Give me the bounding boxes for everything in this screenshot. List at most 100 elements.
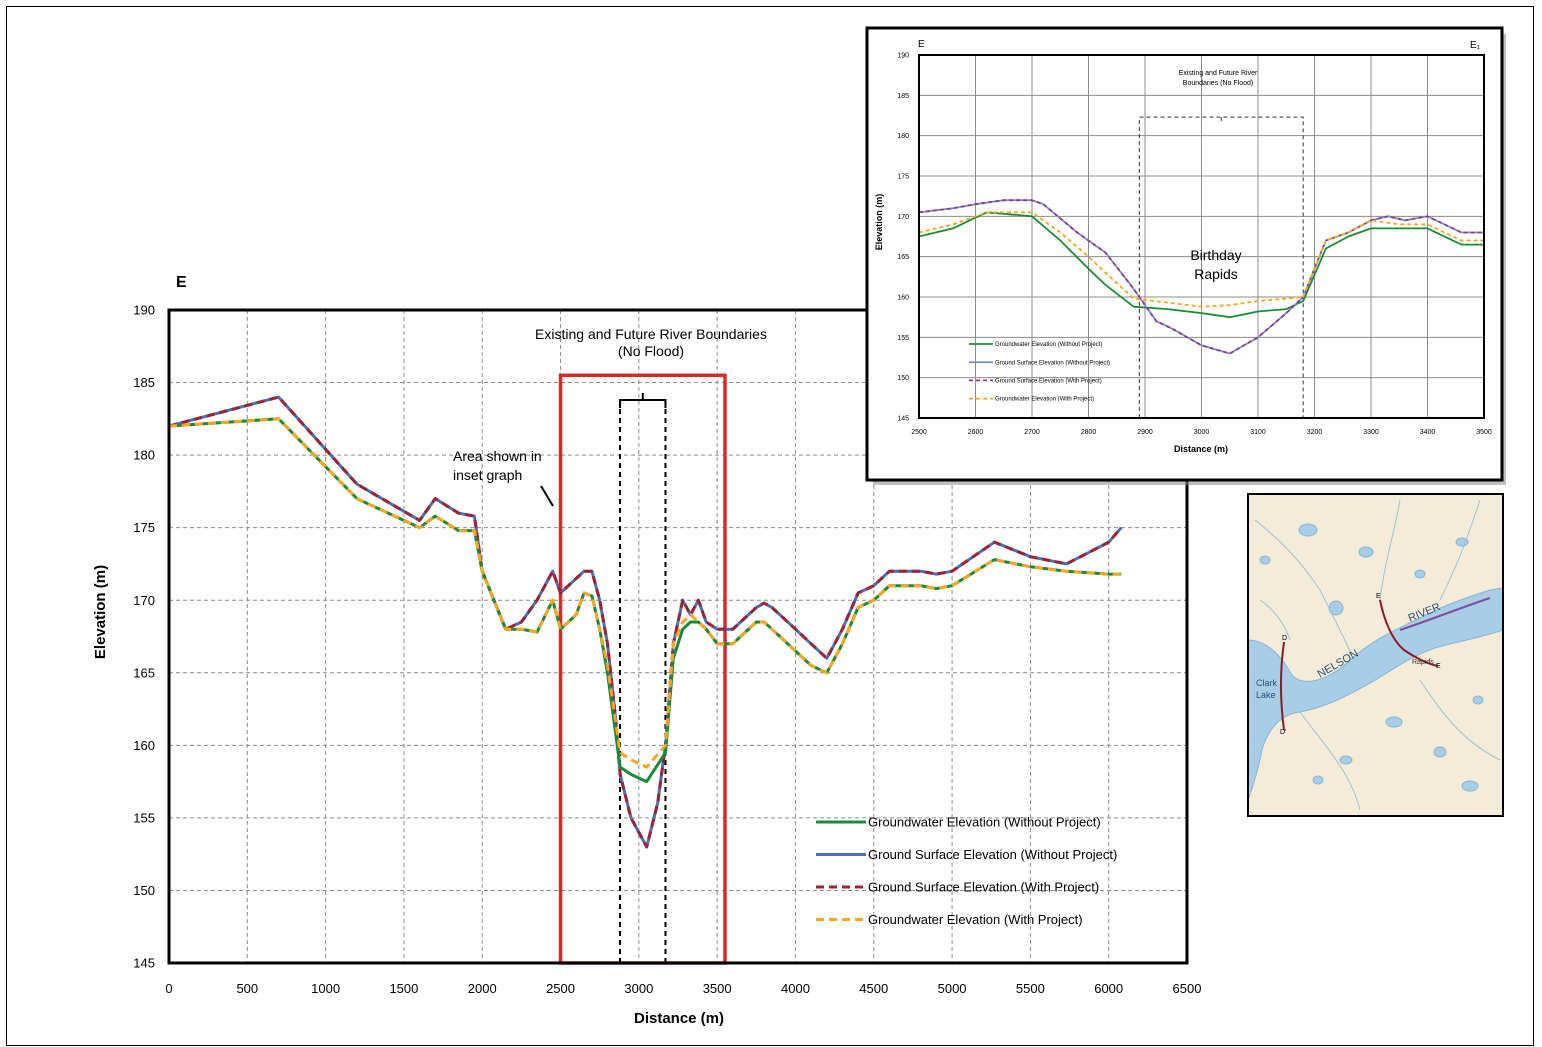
inset-boundaries-label-line2: Boundaries (No Flood) [1183, 80, 1253, 87]
river-section-highlight [1399, 597, 1491, 631]
inset-x-tick-label: 3000 [1194, 429, 1210, 436]
lake [1414, 569, 1426, 579]
map-streams [1254, 499, 1501, 811]
inset-legend-label: Ground Surface Elevation (Without Projec… [995, 360, 1110, 366]
map-label-e: E [1376, 593, 1381, 600]
main-x-tick-label: 2500 [546, 981, 575, 996]
main-x-tick-label: 0 [165, 981, 172, 996]
map-label-lake-line1: Clark [1256, 678, 1278, 688]
main-x-tick-label: 3000 [624, 981, 653, 996]
main-tick-labels: 0 500 1000 1500 2000 2500 3000 3500 4000 4500 5000… [133, 303, 1201, 996]
map-label-lake-line2: Lake [1256, 690, 1276, 700]
inset-plot-frame [918, 54, 1485, 419]
map-label-d1: D' [1280, 729, 1286, 736]
lake [1339, 755, 1353, 765]
inset-y-tick-label: 170 [897, 214, 909, 221]
stream [1254, 519, 1353, 656]
main-y-tick-label: 175 [133, 520, 155, 535]
inset-chart: E E₁ 2500 2600 2700 2800 2900 3000 3100 3200 330… [865, 26, 1506, 485]
inset-annotations: Existing and Future River Boundaries (No… [1138, 70, 1304, 418]
main-legend: Groundwater Elevation (Without Project) G… [816, 815, 1117, 927]
inset-x-tick-label: 2700 [1024, 429, 1040, 436]
stream [1379, 499, 1401, 601]
inset-tick-labels: 2500 2600 2700 2800 2900 3000 3100 3200 3300 3400… [897, 52, 1492, 436]
inset-area-pointer [540, 485, 554, 507]
main-x-tick-label: 5500 [1016, 981, 1045, 996]
main-x-tick-label: 1000 [311, 981, 340, 996]
nelson-river-water [1248, 587, 1503, 801]
river-boundary-bracket [619, 392, 667, 408]
inset-x-axis-label: Distance (m) [1174, 444, 1228, 454]
main-y-tick-label: 160 [133, 738, 155, 753]
lake [1461, 780, 1479, 792]
rapids-label-line1: Birthday [1190, 247, 1241, 263]
inset-grid [918, 54, 1485, 419]
inset-boundaries-label-line1: Existing and Future River [1179, 70, 1258, 77]
map-water-bodies [1248, 523, 1503, 801]
main-y-tick-label: 185 [133, 375, 155, 390]
main-y-tick-label: 145 [133, 956, 155, 971]
section-line-e [1379, 599, 1439, 667]
inset-y-tick-label: 185 [897, 93, 909, 100]
main-y-tick-label: 190 [133, 303, 155, 318]
map-frame [1247, 493, 1504, 817]
main-corner-label: E [176, 274, 187, 291]
inset-corner-label-left: E [918, 39, 925, 50]
inset-legend: Groundwater Elevation (Without Project) G… [969, 342, 1110, 403]
inset-series-groundwater-elevation-without-project [918, 211, 1484, 319]
inset-series-ground-surface-elevation-without-project [918, 199, 1484, 355]
main-legend-label: Groundwater Elevation (With Project) [868, 912, 1083, 927]
inset-legend-label: Groundwater Elevation (With Project) [995, 397, 1094, 403]
map-label-d: D [1282, 635, 1287, 642]
inset-x-tick-label: 3400 [1420, 429, 1436, 436]
lake [1312, 775, 1324, 785]
main-legend-label: Ground Surface Elevation (Without Projec… [868, 847, 1117, 862]
inset-y-tick-label: 175 [897, 173, 909, 180]
map-label-rapids: Rapids [1412, 659, 1434, 666]
boundaries-label-line1: Existing and Future River Boundaries [535, 326, 767, 342]
section-line-d [1280, 641, 1285, 731]
inset-x-tick-label: 3100 [1250, 429, 1266, 436]
main-series-group [168, 395, 1123, 849]
main-y-tick-label: 180 [133, 448, 155, 463]
inset-y-tick-label: 180 [897, 133, 909, 140]
stream [1419, 679, 1501, 761]
inset-legend-label: Groundwater Elevation (Without Project) [995, 342, 1102, 348]
inset-series-group [918, 199, 1484, 355]
boundaries-label-line2: (No Flood) [618, 343, 684, 359]
main-y-tick-label: 150 [133, 883, 155, 898]
main-x-tick-label: 4000 [781, 981, 810, 996]
main-x-tick-label: 4500 [859, 981, 888, 996]
lake [1298, 523, 1318, 537]
inset-area-label-line2: inset graph [453, 467, 522, 483]
main-x-tick-label: 2000 [468, 981, 497, 996]
inset-y-tick-label: 145 [897, 415, 909, 422]
stream [1439, 499, 1481, 601]
inset-y-axis-label: Elevation (m) [874, 194, 884, 251]
inset-legend-label: Ground Surface Elevation (With Project) [995, 379, 1102, 385]
main-series-groundwater-elevation-with-project [168, 417, 1122, 769]
rapids-label-line2: Rapids [1194, 266, 1238, 282]
main-y-tick-label: 165 [133, 665, 155, 680]
inset-panel [865, 26, 1504, 482]
lake [1358, 546, 1374, 558]
inset-x-tick-label: 3200 [1307, 429, 1323, 436]
stream [1259, 599, 1291, 641]
main-x-tick-label: 3500 [703, 981, 732, 996]
location-map: D D' E E Rapids Clark Lake NELSON RIVER [1247, 493, 1504, 817]
main-plot-frame [167, 308, 1189, 965]
main-x-tick-label: 6000 [1094, 981, 1123, 996]
main-annotations: Existing and Future River Boundaries (No… [453, 326, 767, 965]
lake [1385, 716, 1403, 728]
inset-x-tick-label: 3500 [1476, 429, 1492, 436]
inset-x-tick-label: 2800 [1081, 429, 1097, 436]
main-y-tick-label: 170 [133, 593, 155, 608]
main-x-tick-label: 1500 [389, 981, 418, 996]
inset-x-tick-label: 3300 [1363, 429, 1379, 436]
main-x-tick-label: 500 [236, 981, 258, 996]
main-x-axis-label: Distance (m) [634, 1010, 724, 1027]
inset-x-tick-label: 2900 [1137, 429, 1153, 436]
inset-corner-label-right: E₁ [1470, 40, 1481, 51]
main-x-tick-label: 6500 [1173, 981, 1202, 996]
